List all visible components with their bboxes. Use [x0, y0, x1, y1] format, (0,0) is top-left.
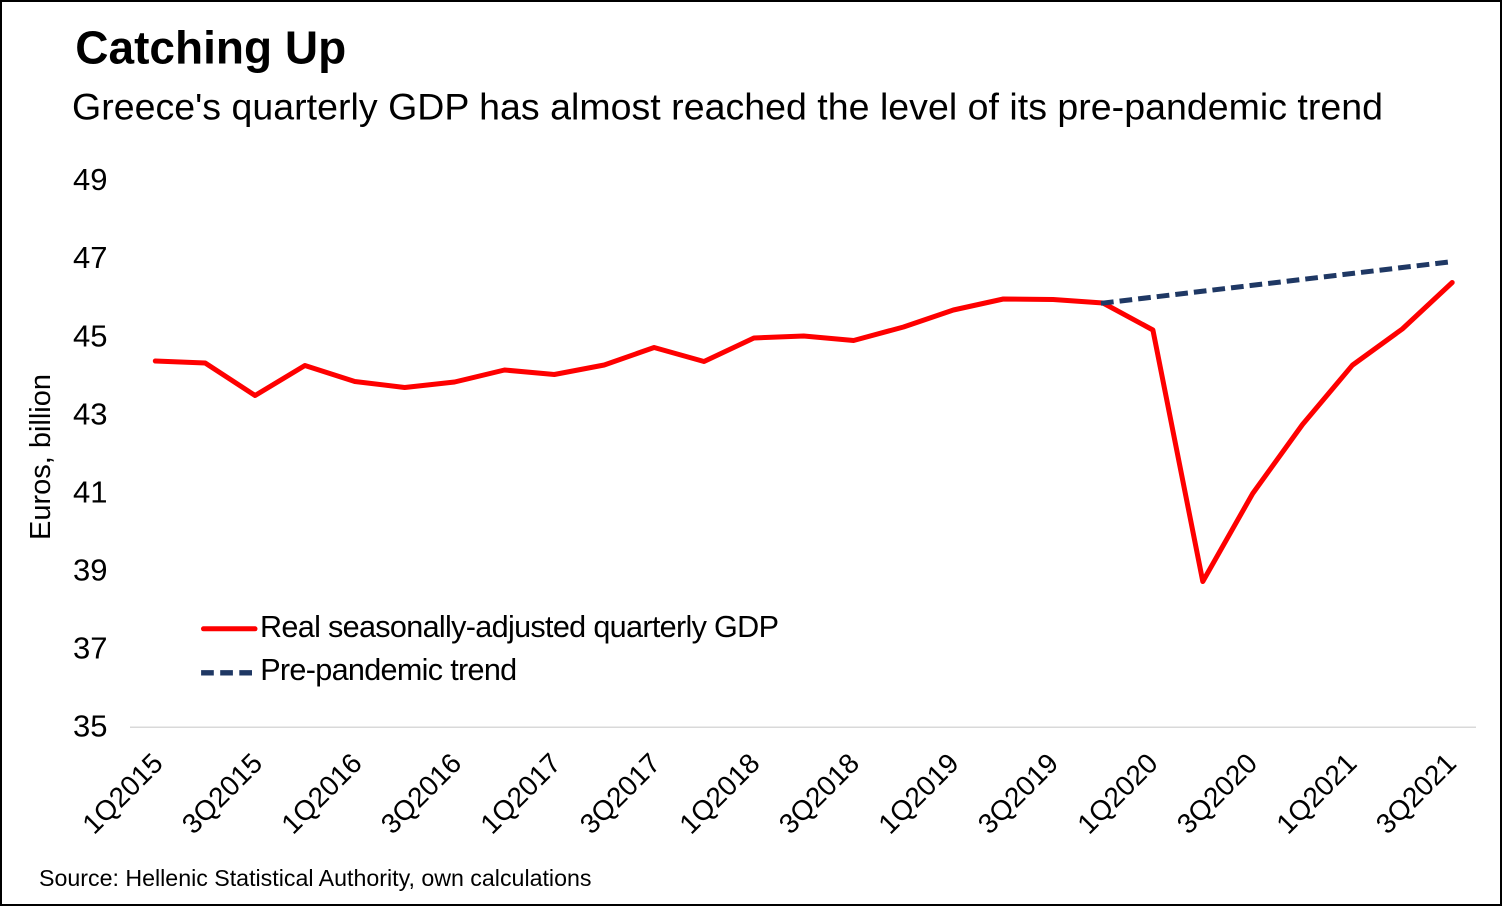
svg-text:45: 45 [73, 318, 107, 353]
svg-text:35: 35 [73, 709, 107, 744]
svg-text:39: 39 [73, 553, 107, 588]
svg-text:Greece's quarterly GDP has alm: Greece's quarterly GDP has almost reache… [72, 86, 1383, 128]
svg-text:Pre-pandemic trend: Pre-pandemic trend [260, 653, 517, 687]
svg-text:47: 47 [73, 240, 107, 275]
svg-text:Catching Up: Catching Up [75, 22, 346, 74]
svg-text:43: 43 [73, 396, 107, 431]
svg-text:Real seasonally-adjusted quart: Real seasonally-adjusted quarterly GDP [260, 610, 779, 644]
svg-text:41: 41 [73, 475, 107, 510]
svg-text:Source: Hellenic Statistical A: Source: Hellenic Statistical Authority, … [39, 865, 591, 891]
svg-text:37: 37 [73, 631, 107, 666]
svg-text:Euros, billion: Euros, billion [25, 374, 57, 540]
svg-text:49: 49 [73, 162, 107, 197]
